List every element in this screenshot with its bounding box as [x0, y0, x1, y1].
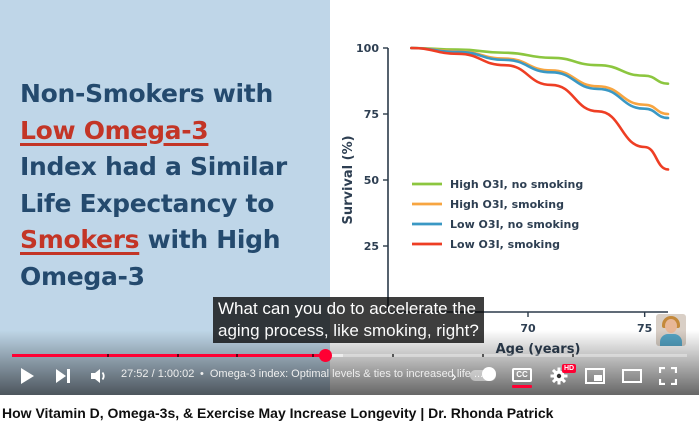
mute-button[interactable] [86, 364, 112, 388]
headline-line-6: Omega-3 [20, 261, 145, 291]
slide-left-panel: Non-Smokers with Low Omega-3 Index had a… [0, 0, 330, 395]
chapter-title[interactable]: • Omega-3 index: Optimal levels & ties to… [200, 368, 483, 380]
headline-highlight-smokers: Smokers [20, 225, 140, 254]
headline-line-4: Life Expectancy to [20, 188, 275, 218]
miniplayer-icon [585, 368, 605, 384]
next-button[interactable] [50, 364, 76, 388]
captions-active-indicator [512, 385, 532, 388]
video-frame[interactable]: Non-Smokers with Low Omega-3 Index had a… [0, 0, 699, 395]
fullscreen-icon [659, 367, 677, 385]
y-tick-label: 50 [364, 174, 380, 187]
legend-label-3: Low O3I, smoking [450, 238, 560, 251]
chapter-marker [107, 354, 109, 357]
gear-icon [550, 367, 568, 385]
video-title[interactable]: How Vitamin D, Omega-3s, & Exercise May … [2, 405, 554, 421]
captions-button[interactable]: CC [512, 368, 532, 382]
legend-label-1: High O3I, smoking [450, 198, 564, 211]
progress-scrubber[interactable] [319, 349, 333, 362]
chapter-marker [572, 354, 574, 357]
theater-icon [622, 369, 642, 383]
chapter-marker [312, 354, 314, 357]
time-display: 27:52 / 1:00:02 [121, 368, 195, 380]
series-line-3 [410, 46, 670, 171]
chart-legend: High O3I, no smoking High O3I, smoking Low… [412, 178, 583, 251]
caption-line-1: What can you do to accelerate the [218, 299, 476, 318]
video-player[interactable]: Non-Smokers with Low Omega-3 Index had a… [0, 0, 699, 395]
legend-label-2: Low O3I, no smoking [450, 218, 579, 231]
volume-icon [91, 369, 105, 383]
y-tick-label: 100 [356, 42, 379, 55]
chapter-marker [482, 354, 484, 357]
theater-mode-button[interactable] [620, 364, 644, 388]
chapter-chevron-icon[interactable]: › [451, 367, 457, 385]
y-tick-label: 25 [364, 240, 379, 253]
y-axis-label: Survival (%) [341, 135, 356, 224]
chapter-marker [177, 354, 179, 357]
chart-series [410, 46, 670, 171]
headline-line-1: Non-Smokers with [20, 79, 273, 108]
presenter-face [665, 319, 677, 333]
miniplayer-button[interactable] [583, 364, 607, 388]
slide-headline: Non-Smokers with Low Omega-3 Index had a… [20, 76, 325, 295]
autoplay-toggle-knob[interactable] [482, 367, 496, 381]
settings-button[interactable] [548, 364, 570, 388]
y-tick-label: 75 [364, 108, 379, 121]
play-icon [21, 368, 34, 384]
progress-played [12, 354, 326, 357]
legend-label-0: High O3I, no smoking [450, 178, 583, 191]
chapter-marker [392, 354, 394, 357]
series-line-0 [410, 46, 670, 85]
headline-line-5: Smokers with High [20, 222, 325, 259]
chapter-title-text: Omega-3 index: Optimal levels & ties to … [209, 368, 484, 380]
chapter-separator: • [200, 368, 204, 380]
chapter-marker [236, 354, 238, 357]
play-button[interactable] [14, 364, 40, 388]
skip-next-icon [56, 369, 70, 383]
progress-bar[interactable] [12, 349, 687, 362]
headline-line-5-rest: with High [139, 225, 281, 254]
headline-line-3: Index had a Similar [20, 152, 287, 181]
controls-gradient [0, 330, 699, 395]
fullscreen-button[interactable] [656, 364, 680, 388]
headline-highlight-low-omega: Low Omega-3 [20, 115, 209, 145]
series-line-2 [410, 46, 670, 120]
hd-badge: HD [562, 364, 577, 373]
